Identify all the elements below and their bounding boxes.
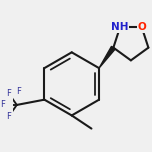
Text: F: F bbox=[0, 100, 5, 109]
Polygon shape bbox=[99, 46, 115, 68]
Text: F: F bbox=[16, 87, 21, 96]
Text: F: F bbox=[6, 112, 11, 121]
Text: F: F bbox=[6, 89, 11, 98]
Text: NH: NH bbox=[111, 22, 129, 32]
Text: O: O bbox=[137, 22, 146, 32]
